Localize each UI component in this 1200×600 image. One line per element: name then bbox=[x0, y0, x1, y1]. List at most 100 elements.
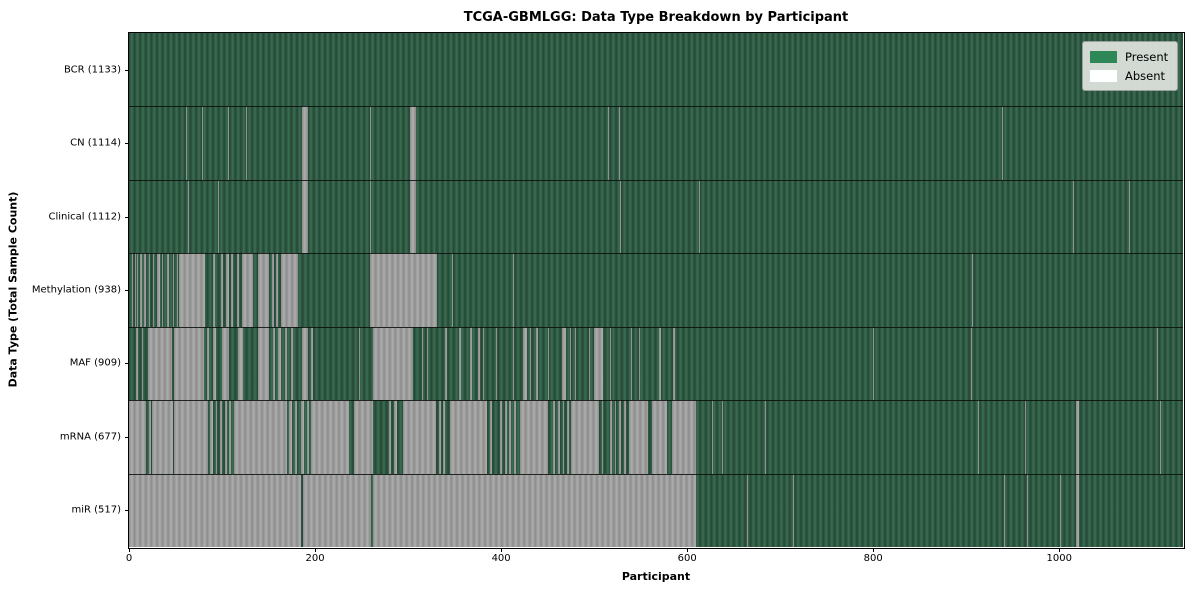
absent-segment bbox=[129, 473, 302, 547]
data-row-clinical bbox=[129, 179, 1183, 254]
absent-segment bbox=[513, 326, 515, 401]
absent-segment bbox=[1026, 473, 1028, 547]
row-separator bbox=[129, 473, 1183, 475]
absent-segment bbox=[500, 400, 503, 474]
absent-segment bbox=[302, 179, 308, 254]
absent-segment bbox=[553, 400, 556, 474]
x-tick-mark bbox=[315, 548, 317, 552]
absent-segment bbox=[513, 253, 515, 327]
absent-segment bbox=[567, 400, 570, 474]
data-row-bcr bbox=[129, 33, 1183, 107]
absent-segment bbox=[619, 400, 622, 474]
absent-segment bbox=[218, 179, 220, 254]
row-separator bbox=[129, 253, 1183, 255]
absent-segment bbox=[509, 400, 512, 474]
absent-segment bbox=[557, 400, 560, 474]
x-axis-label: Participant bbox=[621, 570, 691, 583]
chart-title: TCGA-GBMLGG: Data Type Breakdown by Part… bbox=[463, 10, 849, 25]
absent-segment bbox=[631, 326, 633, 401]
x-tick-mark bbox=[129, 548, 130, 552]
absent-segment bbox=[173, 400, 209, 474]
absent-segment bbox=[258, 326, 270, 401]
absent-segment bbox=[1073, 179, 1075, 254]
absent-segment bbox=[522, 326, 528, 401]
row-separator bbox=[129, 400, 1183, 402]
absent-segment bbox=[372, 326, 413, 401]
absent-segment bbox=[167, 253, 169, 327]
data-row-maf bbox=[129, 326, 1183, 401]
absent-segment bbox=[131, 253, 133, 327]
absent-segment bbox=[152, 400, 173, 474]
absent-segment bbox=[177, 253, 179, 327]
x-tick-label: 200 bbox=[305, 553, 325, 564]
absent-segment bbox=[978, 400, 980, 474]
x-tick-mark bbox=[501, 548, 503, 552]
absent-segment bbox=[746, 473, 748, 547]
data-row-methylation bbox=[129, 253, 1183, 327]
absent-segment bbox=[438, 400, 441, 474]
absent-segment bbox=[215, 400, 218, 474]
absent-segment bbox=[609, 400, 612, 474]
absent-segment bbox=[222, 326, 229, 401]
absent-segment bbox=[185, 106, 187, 180]
absent-segment bbox=[562, 400, 565, 474]
absent-segment bbox=[311, 326, 314, 401]
absent-segment bbox=[1129, 179, 1131, 254]
absent-segment bbox=[242, 253, 253, 327]
absent-segment bbox=[221, 253, 223, 327]
x-tick-label: 0 bbox=[125, 553, 133, 564]
absent-segment bbox=[301, 400, 304, 474]
y-tick-label: Methylation (938) bbox=[31, 284, 121, 296]
legend-item-absent: Absent bbox=[1090, 66, 1168, 85]
y-tick-mark bbox=[125, 290, 129, 291]
absent-segment bbox=[721, 400, 723, 474]
absent-segment bbox=[574, 326, 577, 401]
absent-segment bbox=[409, 106, 416, 180]
legend-label-present: Present bbox=[1125, 49, 1169, 64]
absent-segment bbox=[234, 400, 288, 474]
absent-segment bbox=[136, 326, 139, 401]
absent-segment bbox=[153, 253, 155, 327]
absent-segment bbox=[426, 326, 428, 401]
absent-segment bbox=[569, 326, 571, 401]
y-tick-label: miR (517) bbox=[71, 504, 121, 516]
absent-segment bbox=[504, 400, 507, 474]
absent-segment bbox=[561, 326, 567, 401]
absent-segment bbox=[623, 400, 626, 474]
absent-segment bbox=[358, 326, 360, 401]
absent-segment bbox=[477, 326, 480, 401]
absent-segment bbox=[289, 400, 292, 474]
absent-segment bbox=[601, 400, 604, 474]
absent-segment bbox=[970, 326, 972, 401]
absent-segment bbox=[275, 253, 278, 327]
data-row-mir bbox=[129, 473, 1183, 547]
absent-segment bbox=[280, 253, 299, 327]
y-tick-mark bbox=[125, 143, 129, 145]
absent-segment bbox=[1159, 400, 1161, 474]
x-tick-label: 800 bbox=[863, 553, 883, 564]
absent-segment bbox=[1001, 106, 1003, 180]
absent-segment bbox=[971, 253, 973, 327]
absent-segment bbox=[403, 400, 436, 474]
absent-segment bbox=[156, 253, 160, 327]
absent-segment bbox=[659, 326, 662, 401]
absent-segment bbox=[212, 326, 216, 401]
absent-segment bbox=[651, 400, 667, 474]
absent-segment bbox=[620, 179, 622, 254]
absent-segment bbox=[529, 326, 531, 401]
row-separator bbox=[129, 106, 1183, 108]
absent-segment bbox=[409, 179, 416, 254]
absent-segment bbox=[162, 253, 164, 327]
absent-segment bbox=[285, 326, 288, 401]
absent-segment bbox=[388, 400, 392, 474]
y-tick-label: BCR (1133) bbox=[63, 64, 121, 76]
absent-segment bbox=[225, 253, 229, 327]
absent-segment bbox=[227, 106, 229, 180]
absent-segment bbox=[699, 179, 701, 254]
x-tick-mark bbox=[687, 548, 689, 552]
absent-segment bbox=[311, 400, 349, 474]
absent-segment bbox=[231, 253, 234, 327]
legend-label-absent: Absent bbox=[1125, 68, 1166, 83]
x-tick-mark bbox=[1059, 548, 1061, 552]
